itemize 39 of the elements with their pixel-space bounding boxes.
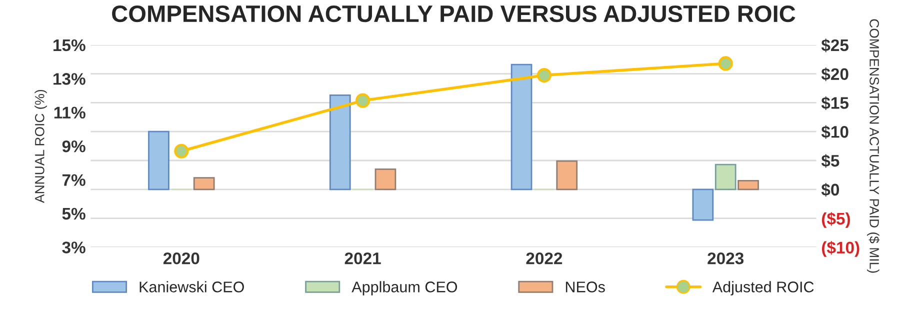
bar <box>329 94 351 190</box>
bar <box>692 188 714 221</box>
y2-tick-label: $15 <box>821 96 849 110</box>
legend-label: NEOs <box>566 282 605 292</box>
bar <box>510 64 532 190</box>
y-tick-label: 5% <box>62 208 86 220</box>
y-tick-label: 3% <box>62 242 86 254</box>
bar <box>193 177 215 190</box>
legend-label: Adjusted ROIC <box>712 281 814 296</box>
y2-axis-title: COMPENSATION ACTUALLY PAID ($ MIL) <box>867 19 880 273</box>
x-tick-label: 2021 <box>344 252 381 264</box>
y2-tick-label: ($10) <box>822 240 860 257</box>
y2-tick-label: $10 <box>821 125 848 139</box>
bar <box>714 164 736 190</box>
y-tick-label: 9% <box>62 140 86 152</box>
y2-tick-label: ($5) <box>822 212 850 228</box>
point <box>536 68 552 83</box>
chart-title: COMPENSATION ACTUALLY PAID VERSUS ADJUSTED ROIC <box>112 5 796 22</box>
y-tick-label: 15% <box>54 39 86 52</box>
point <box>174 144 189 158</box>
bar <box>374 168 396 190</box>
point <box>718 56 733 71</box>
legend-label: Applbaum CEO <box>352 281 458 296</box>
y2-tick-label: $0 <box>821 183 840 197</box>
bar <box>556 160 578 190</box>
bar <box>148 130 170 190</box>
y2-tick-label: $5 <box>821 154 840 168</box>
x-tick-label: 2022 <box>526 252 562 264</box>
y-tick-label: 13% <box>54 73 86 85</box>
point <box>356 93 370 108</box>
x-tick-label: 2020 <box>163 252 200 264</box>
y2-tick-label: $25 <box>821 38 849 52</box>
y-axis-title: ANNUAL ROIC (%) <box>34 90 47 203</box>
bar <box>738 180 759 190</box>
x-tick-label: 2023 <box>708 252 744 264</box>
legend-label: Kaniewski CEO <box>140 281 244 292</box>
y2-tick-label: $20 <box>821 68 848 82</box>
y-tick-label: 11% <box>54 106 86 119</box>
y-tick-label: 7% <box>62 174 86 186</box>
